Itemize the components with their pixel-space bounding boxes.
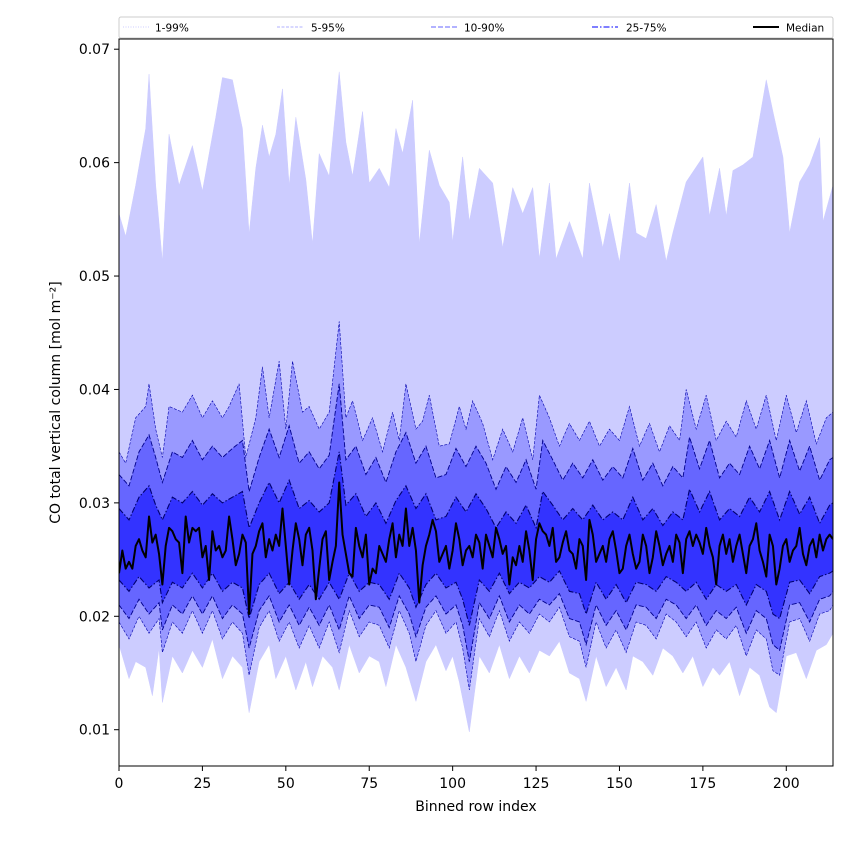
- legend-label: 10-90%: [464, 23, 505, 35]
- y-tick-label: 0.04: [79, 382, 110, 398]
- x-axis-label: Binned row index: [415, 799, 536, 815]
- x-tick-label: 200: [773, 776, 800, 792]
- median-line: [119, 481, 833, 616]
- x-axis: 0 25 50 75 100 125 150 175 200: [115, 766, 800, 792]
- legend-label: 1-99%: [155, 23, 189, 35]
- legend-box: [118, 16, 834, 39]
- legend-label: Median: [786, 23, 824, 35]
- x-tick-label: 150: [606, 776, 633, 792]
- legend-label: 5-95%: [311, 23, 345, 35]
- x-tick-label: 0: [115, 776, 124, 792]
- y-tick-label: 0.06: [79, 156, 110, 172]
- band-1-99pct-upper-line: [119, 71, 833, 263]
- band-10-90pct-upper-line: [119, 383, 833, 492]
- y-tick-label: 0.01: [79, 723, 110, 739]
- y-tick-label: 0.02: [79, 609, 110, 625]
- band-10-90pct-lower-line: [119, 591, 833, 662]
- x-tick-label: 75: [360, 776, 378, 792]
- x-tick-label: 175: [690, 776, 717, 792]
- band-1-99pct-lower-line: [119, 633, 833, 733]
- legend: 1-99% 5-95% 10-90% 25-75% Median: [118, 16, 834, 39]
- band-5-95pct-lower-line: [119, 604, 833, 691]
- x-tick-label: 125: [523, 776, 550, 792]
- legend-label: 25-75%: [626, 23, 667, 35]
- plot-area: [119, 71, 833, 733]
- y-tick-label: 0.05: [79, 269, 110, 285]
- y-axis: 0.01 0.02 0.03 0.04 0.05 0.06 0.07: [79, 42, 119, 739]
- axes-frame: [118, 38, 834, 767]
- band-5-95pct-upper-line: [119, 321, 833, 464]
- band-25-75pct-upper-line: [119, 451, 833, 530]
- band-25-75pct-lower-line: [119, 569, 833, 626]
- y-tick-label: 0.03: [79, 496, 110, 512]
- x-tick-label: 50: [277, 776, 295, 792]
- x-tick-label: 100: [439, 776, 466, 792]
- x-tick-label: 25: [193, 776, 211, 792]
- y-axis-label: CO total vertical column [mol m⁻²]: [48, 281, 64, 523]
- y-tick-label: 0.07: [79, 42, 110, 58]
